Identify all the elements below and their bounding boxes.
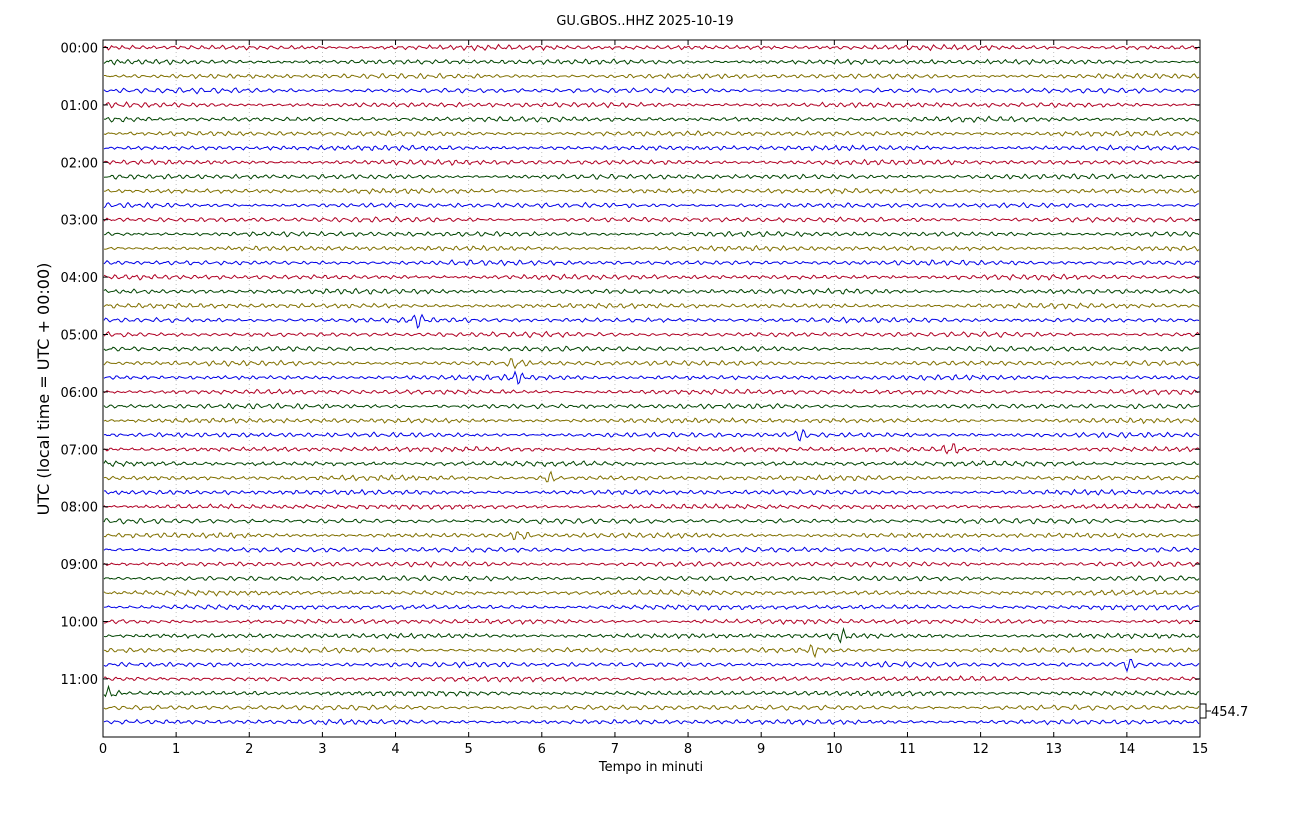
y-tick-label: 08:00 — [61, 501, 98, 516]
trace-line — [103, 417, 1200, 425]
plot-frame — [102, 39, 1201, 738]
trace-line — [103, 618, 1200, 626]
trace-line — [103, 244, 1200, 252]
trace-line — [103, 345, 1200, 353]
trace-line — [103, 531, 1200, 541]
y-tick-label: 05:00 — [61, 329, 98, 344]
y-axis-label: UTC (local time = UTC + 00:00) — [34, 263, 53, 516]
x-tick-label: 15 — [1192, 742, 1209, 757]
trace-line — [103, 574, 1200, 582]
scale-label: 454.7 — [1211, 705, 1248, 720]
x-tick-label: 13 — [1045, 742, 1062, 757]
trace-line — [103, 488, 1200, 496]
trace-line — [103, 72, 1200, 80]
trace-line — [103, 704, 1200, 711]
trace-line — [103, 627, 1200, 644]
y-tick-label: 09:00 — [61, 558, 98, 573]
trace-line — [103, 287, 1200, 296]
trace-line — [103, 402, 1200, 410]
trace-line — [103, 302, 1200, 310]
x-axis-label: Tempo in minuti — [598, 760, 703, 775]
trace-line — [103, 201, 1200, 209]
seismic-traces — [103, 43, 1200, 726]
trace-line — [103, 459, 1200, 468]
trace-line — [103, 313, 1200, 329]
trace-line — [103, 173, 1200, 180]
y-axis: 00:00 01:00 02:00 03:00 04:00 05:00 06:00 07:00… — [61, 42, 1200, 688]
amplitude-scale-bar: 454.7 — [1200, 703, 1248, 720]
trace-line — [103, 718, 1200, 726]
y-tick-label: 00:00 — [61, 42, 98, 57]
trace-line — [103, 388, 1200, 396]
trace-line — [103, 101, 1200, 109]
trace-line — [103, 158, 1200, 166]
y-tick-label: 07:00 — [61, 443, 98, 458]
trace-line — [103, 58, 1200, 66]
x-axis: 0 1 2 3 4 5 6 7 8 9 10 11 12 13 14 15 — [99, 40, 1208, 757]
trace-line — [103, 370, 1200, 385]
x-tick-label: 8 — [684, 742, 692, 757]
x-tick-label: 10 — [826, 742, 843, 757]
grid-lines — [175, 40, 1128, 737]
chart-title: GU.GBOS..HHZ 2025-10-19 — [556, 14, 733, 29]
x-tick-label: 9 — [757, 742, 765, 757]
trace-line — [103, 86, 1200, 95]
x-tick-label: 11 — [899, 742, 916, 757]
y-tick-label: 06:00 — [61, 386, 98, 401]
x-tick-label: 2 — [245, 742, 253, 757]
scale-bracket — [1200, 703, 1207, 719]
trace-line — [103, 675, 1200, 683]
x-tick-label: 6 — [538, 742, 546, 757]
trace-line — [103, 216, 1200, 224]
trace-line — [103, 115, 1200, 124]
trace-line — [103, 259, 1200, 267]
x-tick-label: 0 — [99, 742, 107, 757]
trace-line — [103, 658, 1200, 673]
x-tick-label: 5 — [465, 742, 473, 757]
x-tick-label: 3 — [318, 742, 326, 757]
y-tick-label: 10:00 — [61, 616, 98, 631]
y-tick-label: 01:00 — [61, 99, 98, 114]
trace-line — [103, 144, 1200, 152]
trace-line — [103, 684, 1200, 698]
x-tick-label: 12 — [972, 742, 989, 757]
x-tick-label: 4 — [391, 742, 399, 757]
trace-line — [103, 43, 1200, 52]
trace-line — [103, 130, 1200, 137]
trace-line — [103, 604, 1200, 611]
x-tick-label: 1 — [172, 742, 180, 757]
trace-line — [103, 230, 1200, 238]
trace-line — [103, 560, 1200, 568]
y-tick-label: 11:00 — [61, 673, 98, 688]
trace-line — [103, 644, 1200, 659]
trace-line — [103, 470, 1200, 483]
y-tick-label: 02:00 — [61, 156, 98, 171]
trace-line — [103, 517, 1200, 525]
y-tick-label: 04:00 — [61, 271, 98, 286]
trace-line — [103, 187, 1200, 195]
trace-line — [103, 358, 1200, 370]
trace-line — [103, 428, 1200, 442]
trace-line — [103, 330, 1200, 339]
trace-line — [103, 443, 1200, 455]
trace-line — [103, 502, 1200, 511]
y-tick-label: 03:00 — [61, 214, 98, 229]
trace-line — [103, 273, 1200, 281]
trace-line — [103, 546, 1200, 554]
x-tick-label: 14 — [1119, 742, 1136, 757]
x-tick-label: 7 — [611, 742, 619, 757]
trace-line — [103, 589, 1200, 597]
